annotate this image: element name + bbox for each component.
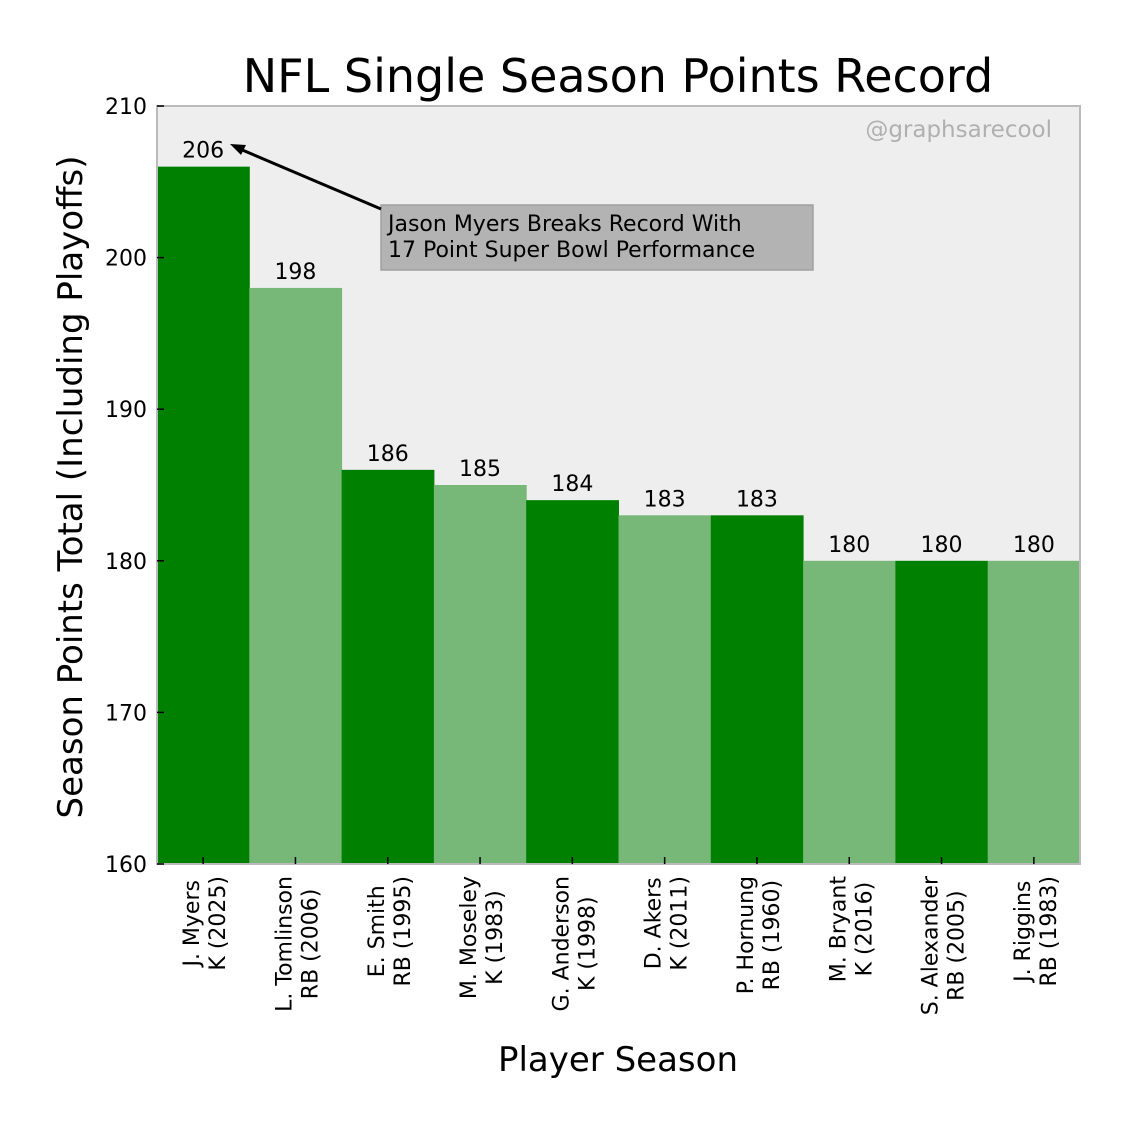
- bar: [341, 469, 435, 864]
- x-tick-label: P. HornungRB (1960): [734, 876, 785, 994]
- x-tick-label: S. AlexanderRB (2005): [919, 875, 970, 1015]
- y-tick-label: 210: [105, 95, 147, 120]
- bar: [987, 560, 1081, 864]
- bar-value-label: 198: [274, 260, 316, 285]
- bar-value-label: 206: [182, 139, 224, 164]
- plot-frame: [156, 105, 1081, 865]
- bar: [526, 500, 619, 864]
- x-tick-label: E. SmithRB (1995): [365, 876, 416, 987]
- bar-value-label: 184: [551, 472, 593, 497]
- bar: [249, 287, 343, 864]
- chart-title: NFL Single Season Points Record: [243, 49, 993, 103]
- y-tick-label: 200: [105, 247, 147, 272]
- y-tick-label: 160: [105, 853, 147, 878]
- bar-value-label: 183: [736, 487, 778, 512]
- bar-value-label: 186: [367, 442, 409, 467]
- bar-value-label: 180: [921, 533, 963, 558]
- x-tick-label: J. MyersK (2025): [180, 876, 231, 971]
- bar: [710, 515, 804, 864]
- arrowhead-icon: [230, 144, 246, 155]
- bar-value-label: 180: [828, 533, 870, 558]
- x-tick-label: M. MoseleyK (1983): [457, 876, 508, 999]
- watermark: @graphsarecool: [865, 117, 1052, 143]
- annotation-text: Jason Myers Breaks Record With: [386, 212, 742, 237]
- x-tick-label: M. BryantK (2016): [826, 876, 877, 983]
- annotation-box: [380, 204, 814, 271]
- x-axis-label: Player Season: [498, 1040, 738, 1080]
- bar-value-label: 183: [644, 487, 686, 512]
- y-tick-label: 190: [105, 398, 147, 423]
- y-tick-label: 170: [105, 701, 147, 726]
- x-tick-label: J. RigginsRB (1983): [1011, 876, 1062, 987]
- x-tick-label: L. TomlinsonRB (2006): [272, 876, 323, 1012]
- bar-value-label: 180: [1013, 533, 1055, 558]
- x-tick-label: D. AkersK (2011): [642, 876, 693, 971]
- y-tick-label: 180: [105, 550, 147, 575]
- y-axis-label: Season Points Total (Including Playoffs): [51, 156, 91, 819]
- bar: [433, 485, 527, 864]
- bar: [895, 560, 989, 864]
- bar: [803, 560, 896, 864]
- x-tick-label: G. AndersonK (1998): [549, 876, 600, 1011]
- bar-value-label: 185: [459, 457, 501, 482]
- bar: [618, 515, 712, 864]
- annotation-text: 17 Point Super Bowl Performance: [388, 238, 755, 263]
- annotation-arrow: [239, 147, 382, 211]
- bar: [157, 166, 250, 864]
